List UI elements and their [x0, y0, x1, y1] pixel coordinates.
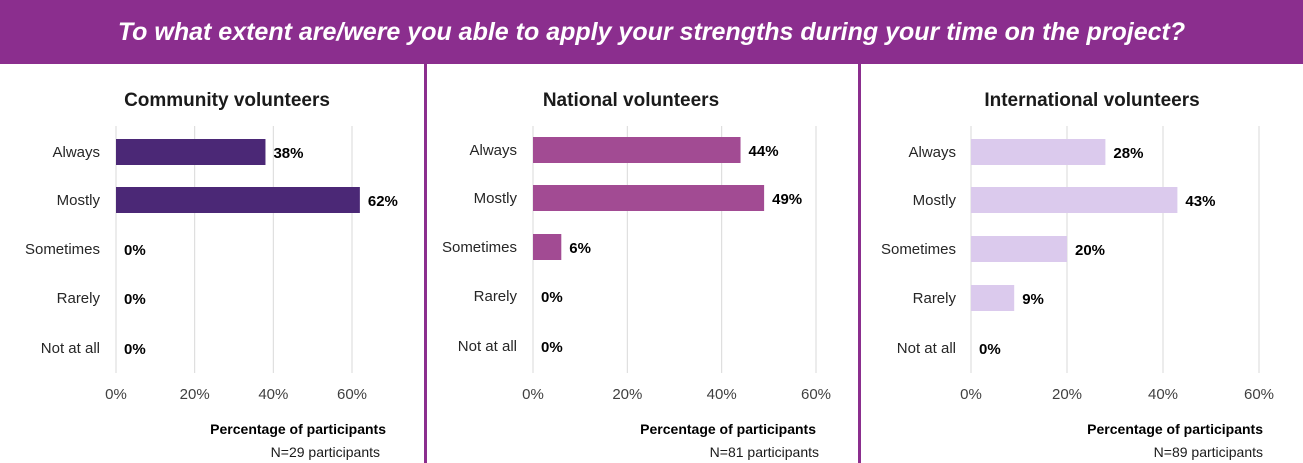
data-label: 38% [273, 145, 303, 162]
x-tick-label: 0% [105, 386, 127, 403]
bar [533, 137, 741, 163]
data-label: 44% [749, 143, 779, 160]
bar [116, 187, 360, 213]
data-label: 0% [124, 242, 146, 259]
x-tick-label: 20% [1052, 386, 1082, 403]
data-label: 0% [541, 339, 563, 356]
chart-title: Community volunteers [124, 90, 330, 111]
data-label: 28% [1113, 145, 1143, 162]
x-tick-label: 20% [180, 386, 210, 403]
category-label: Sometimes [25, 241, 100, 258]
x-tick-label: 40% [258, 386, 288, 403]
title-banner: To what extent are/were you able to appl… [0, 0, 1303, 64]
category-label: Always [52, 144, 100, 161]
data-label: 43% [1185, 193, 1215, 210]
x-tick-label: 40% [1148, 386, 1178, 403]
x-tick-label: 60% [801, 386, 831, 403]
category-label: Sometimes [881, 241, 956, 258]
category-label: Mostly [913, 192, 957, 209]
page-title: To what extent are/were you able to appl… [117, 18, 1186, 46]
participant-count: N=81 participants [710, 444, 819, 460]
category-label: Sometimes [442, 239, 517, 256]
category-label: Rarely [913, 290, 957, 307]
x-tick-label: 0% [960, 386, 982, 403]
category-label: Rarely [474, 288, 518, 305]
bar [971, 285, 1015, 311]
participant-count: N=29 participants [271, 444, 380, 460]
category-label: Mostly [57, 192, 101, 209]
bar [971, 187, 1178, 213]
panel-divider [858, 64, 861, 463]
international-volunteers-chart: 0% 20% 40% 60% International volunteers Alway… [881, 90, 1274, 460]
category-label: Mostly [474, 190, 518, 207]
x-tick-label: 60% [337, 386, 367, 403]
data-label: 6% [569, 240, 591, 257]
data-label: 20% [1075, 242, 1105, 259]
data-label: 62% [368, 193, 398, 210]
data-label: 0% [979, 341, 1001, 358]
x-axis-title: Percentage of participants [640, 421, 816, 437]
x-tick-label: 0% [522, 386, 544, 403]
community-volunteers-chart: 0% 20% 40% 60% Community volunteers Always 38%… [25, 90, 398, 460]
x-axis-title: Percentage of participants [210, 421, 386, 437]
category-label: Not at all [458, 338, 517, 355]
bar [533, 185, 765, 211]
category-label: Always [469, 142, 517, 159]
panel-divider [424, 64, 427, 463]
participant-count: N=89 participants [1154, 444, 1263, 460]
category-label: Rarely [57, 290, 101, 307]
data-label: 0% [541, 289, 563, 306]
category-label: Not at all [41, 340, 100, 357]
data-label: 49% [772, 191, 802, 208]
bar [971, 236, 1067, 262]
x-axis-title: Percentage of participants [1087, 421, 1263, 437]
x-tick-label: 60% [1244, 386, 1274, 403]
x-tick-label: 40% [707, 386, 737, 403]
data-label: 9% [1022, 291, 1044, 308]
national-volunteers-chart: 0% 20% 40% 60% National volunteers Always 44% M… [442, 90, 831, 460]
data-label: 0% [124, 291, 146, 308]
data-label: 0% [124, 341, 146, 358]
category-label: Not at all [897, 340, 956, 357]
category-label: Always [908, 144, 956, 161]
bar [533, 234, 562, 260]
bar [971, 139, 1106, 165]
bar [116, 139, 266, 165]
chart-title: International volunteers [984, 90, 1199, 111]
x-tick-label: 20% [612, 386, 642, 403]
chart-title: National volunteers [543, 90, 719, 111]
